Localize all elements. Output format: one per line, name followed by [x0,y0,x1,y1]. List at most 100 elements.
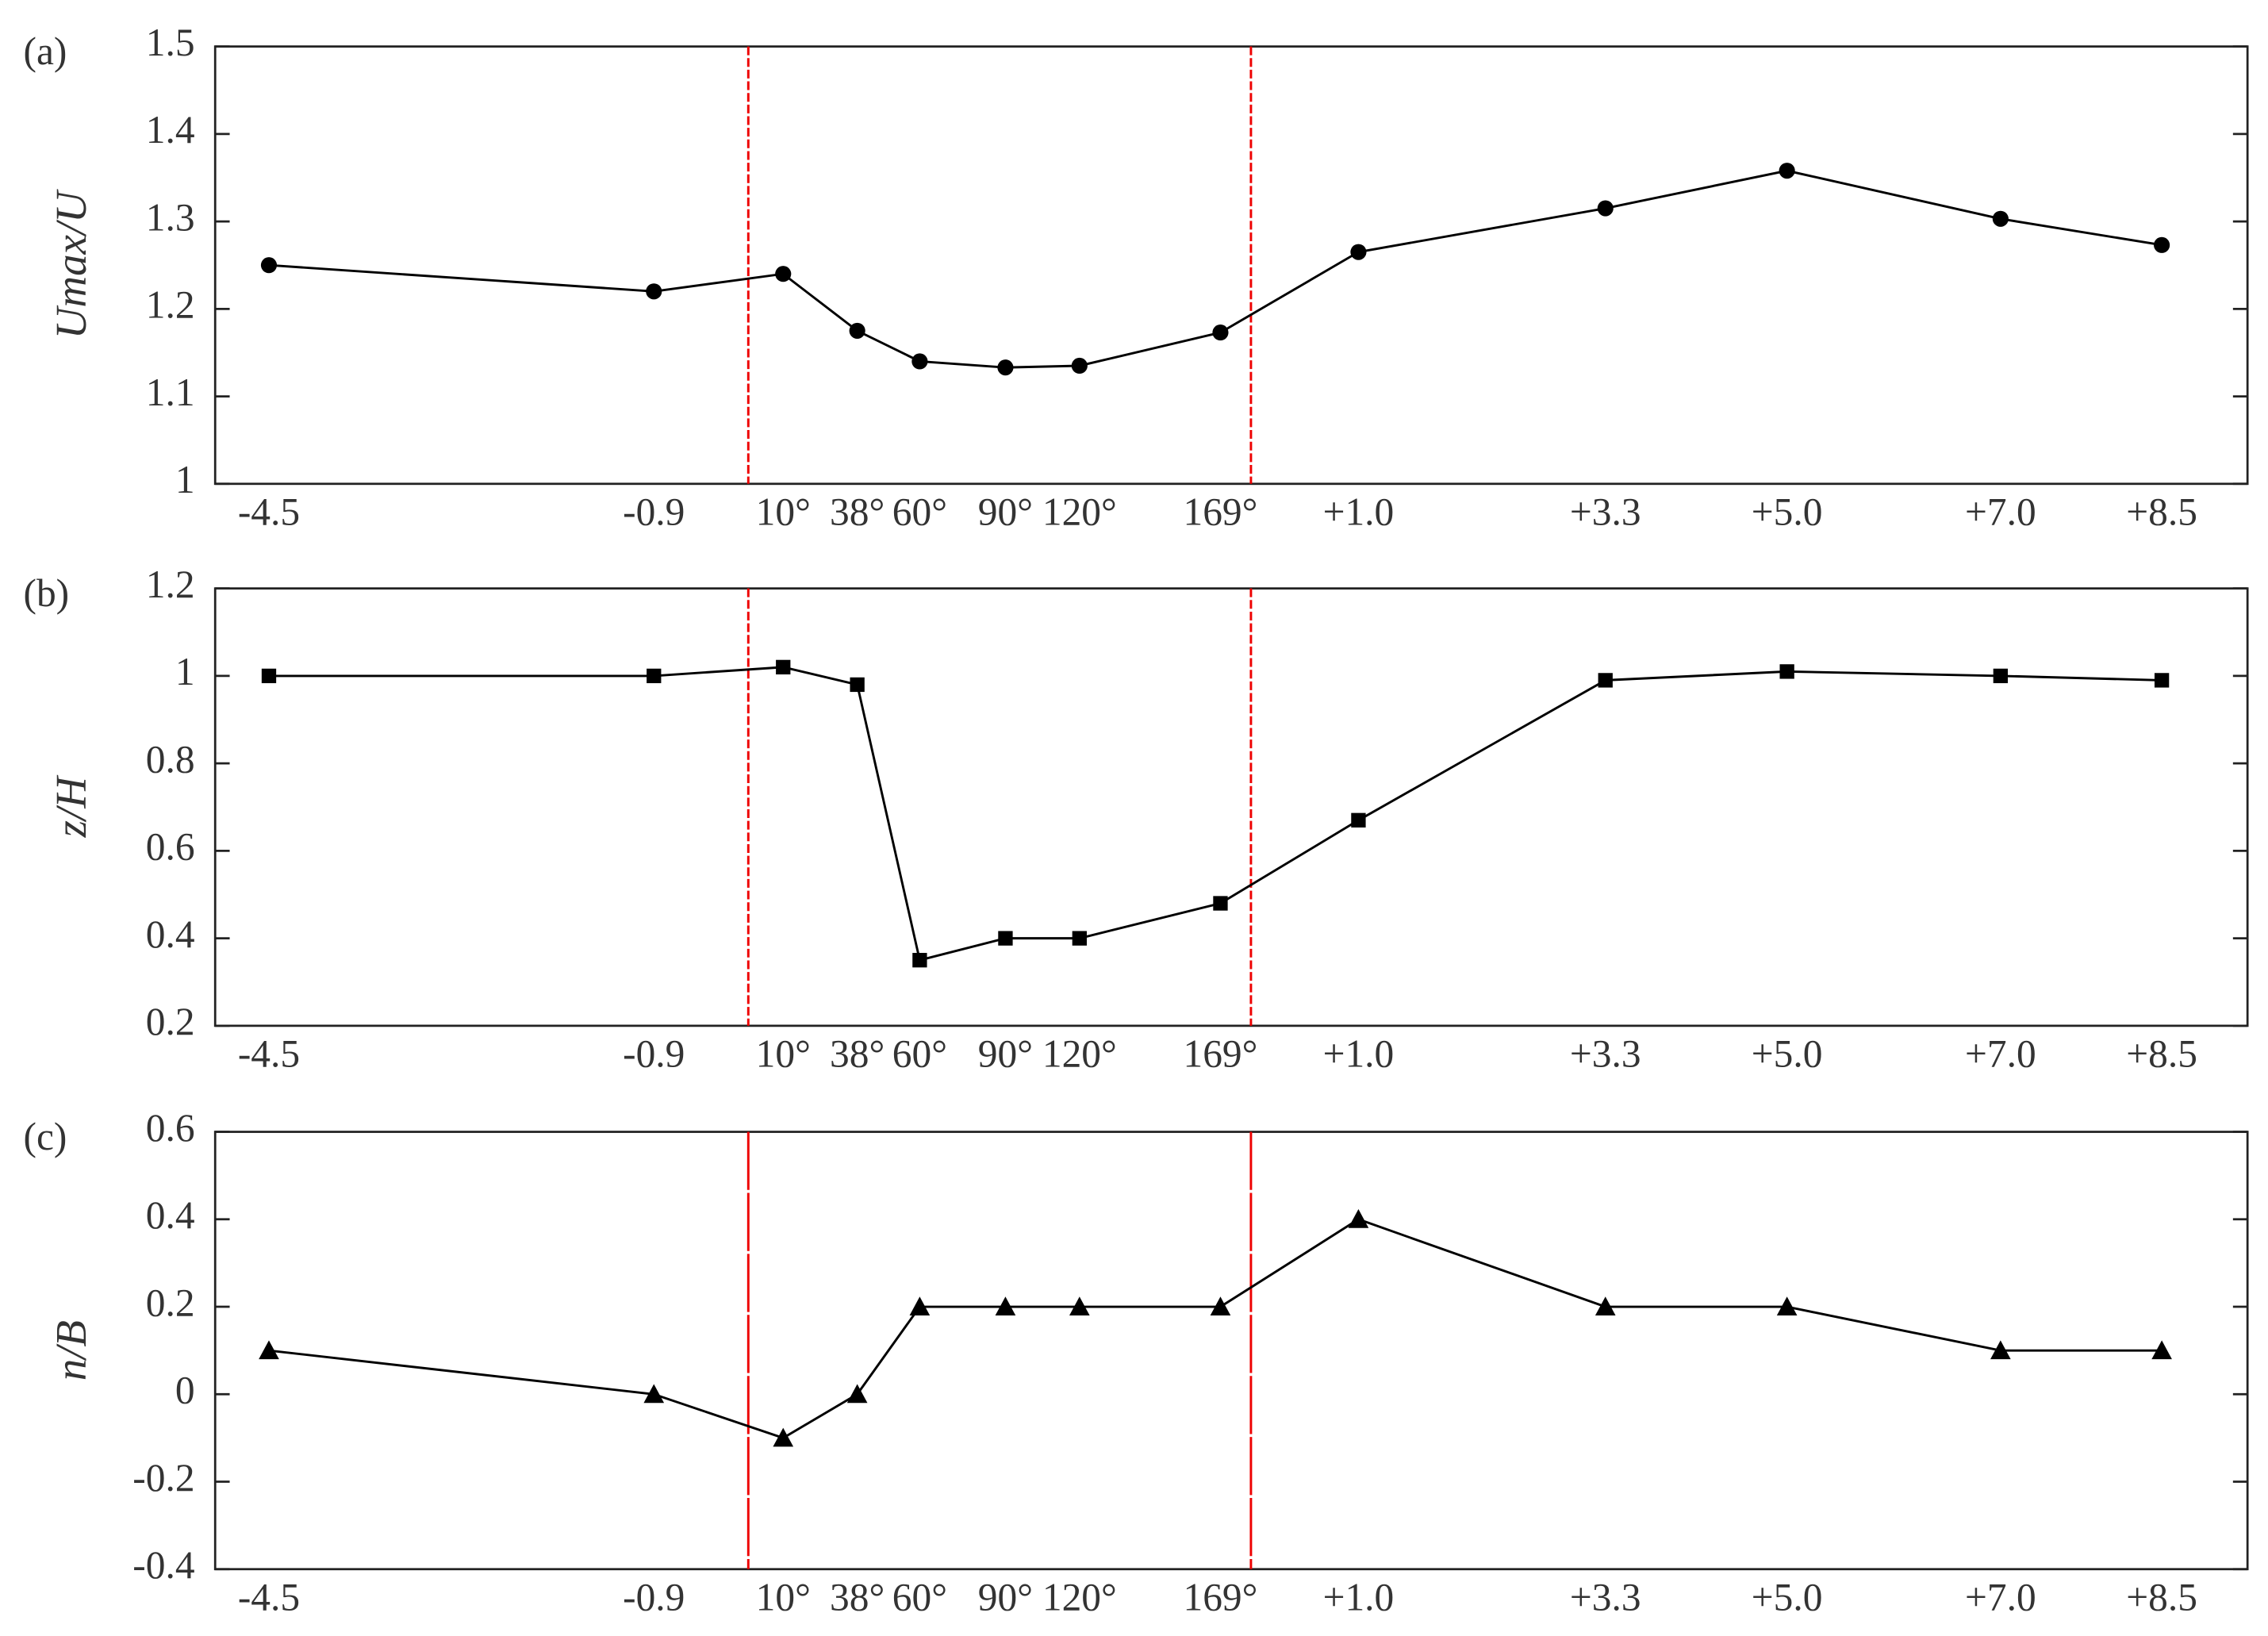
marker [1776,1296,1798,1316]
marker [846,1384,868,1404]
x-tick-label: 60° [892,490,947,533]
marker [773,1427,794,1447]
marker [997,359,1014,376]
x-tick-label: 169° [1183,490,1257,533]
y-axis-label: z/H [47,774,95,839]
marker [1069,1296,1090,1316]
marker [909,1296,931,1316]
x-tick-label: +3.3 [1570,1575,1641,1619]
x-tick-label: 90° [978,1032,1033,1076]
marker [1597,200,1614,217]
x-tick-label: -4.5 [238,490,300,533]
marker [1595,1296,1616,1316]
marker [912,953,927,968]
x-tick-label: +5.0 [1752,1575,1823,1619]
y-tick-label: 1 [175,650,195,693]
panel-label: (a) [24,29,67,73]
marker [2154,236,2170,253]
x-tick-label: -0.9 [623,1032,685,1076]
x-tick-label: +1.0 [1323,490,1395,533]
marker [1072,931,1087,946]
marker [1071,357,1088,374]
x-tick-label: +1.0 [1323,1575,1395,1619]
panel-label: (b) [24,571,70,615]
y-tick-label: 1.2 [146,283,195,327]
x-tick-label: 120° [1042,1575,1117,1619]
marker [1993,668,2009,684]
data-line [268,1218,2162,1440]
y-tick-label: -0.4 [132,1543,194,1587]
marker [2154,673,2170,688]
x-tick-label: 10° [756,490,811,533]
marker [1598,673,1613,688]
marker [259,1340,279,1360]
x-tick-label: +3.3 [1570,1032,1641,1076]
x-tick-label: 169° [1183,1575,1257,1619]
marker [1779,664,1794,679]
x-tick-label: 120° [1042,490,1117,533]
x-tick-label: +7.0 [1965,490,2036,533]
x-tick-label: 38° [830,490,885,533]
marker [260,257,278,274]
x-tick-label: -4.5 [238,1032,300,1076]
x-tick-label: -0.9 [623,1575,685,1619]
marker [995,1296,1016,1316]
x-tick-label: -4.5 [238,1575,300,1619]
marker [998,931,1013,946]
y-tick-label: 1.3 [146,195,195,239]
x-tick-label: 38° [830,1032,885,1076]
y-tick-label: 0.2 [146,1000,195,1043]
y-axis-label: Umax/U [47,189,95,339]
marker [849,322,865,339]
x-tick-label: +8.5 [2126,1032,2197,1076]
marker [647,668,662,684]
x-tick-label: 169° [1183,1032,1257,1076]
plot-frame [213,45,2249,486]
y-tick-label: -0.2 [132,1456,194,1500]
marker [1779,163,1795,179]
y-tick-label: 1.1 [146,371,195,414]
marker [1990,1340,2011,1360]
y-tick-label: 0.8 [146,737,195,781]
marker [1992,210,2009,227]
marker [1351,812,1366,828]
marker [850,677,865,693]
y-tick-label: 1 [175,458,195,501]
x-tick-label: 90° [978,1575,1033,1619]
y-axis-label: n/B [47,1320,95,1381]
y-tick-label: 1.5 [146,21,195,64]
x-tick-label: +3.3 [1570,490,1641,533]
plot-frame [213,587,2249,1027]
y-tick-label: 1.4 [146,108,195,152]
marker [776,659,791,675]
x-tick-label: +8.5 [2126,490,2197,533]
y-tick-label: 0.4 [146,912,195,956]
x-tick-label: 60° [892,1032,947,1076]
x-tick-label: +7.0 [1965,1032,2036,1076]
marker [775,266,792,282]
y-tick-label: 0.2 [146,1281,195,1324]
x-tick-label: +8.5 [2126,1575,2197,1619]
marker [643,1384,665,1404]
marker [911,353,928,370]
plot-frame [213,1131,2249,1571]
x-tick-label: 90° [978,490,1033,533]
marker [1213,896,1228,911]
marker [1350,244,1367,260]
x-tick-label: +5.0 [1752,490,1823,533]
marker [1210,1296,1231,1316]
marker [1212,325,1229,341]
y-tick-label: 0.4 [146,1193,195,1237]
x-tick-label: +5.0 [1752,1032,1823,1076]
x-tick-label: +1.0 [1323,1032,1395,1076]
marker [646,283,662,300]
x-tick-label: +7.0 [1965,1575,2036,1619]
marker [2151,1340,2172,1360]
x-tick-label: 10° [756,1575,811,1619]
y-tick-label: 0.6 [146,825,195,869]
y-tick-label: 0.6 [146,1106,195,1150]
x-tick-label: 38° [830,1575,885,1619]
y-tick-label: 1.2 [146,563,195,606]
